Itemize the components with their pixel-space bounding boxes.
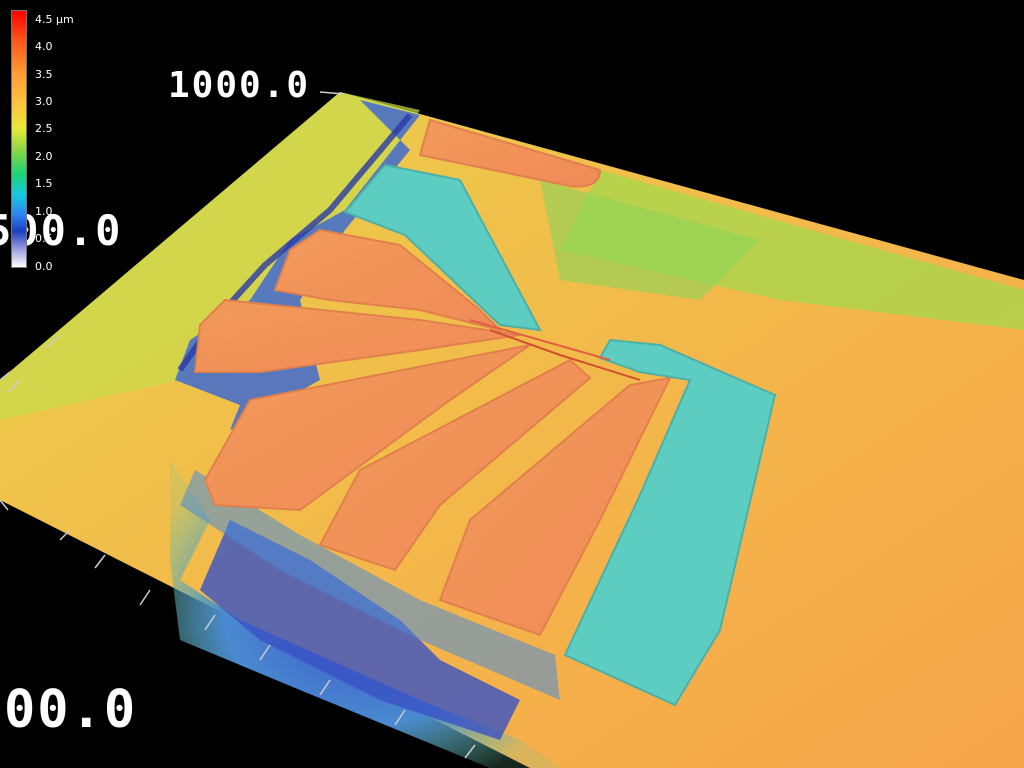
left-edge-zone [0, 92, 420, 420]
colorbar-tick: 1.5 [35, 177, 53, 190]
top-pad [418, 118, 602, 188]
trench-around-pads [180, 470, 560, 700]
colorbar-tick: 0.5 [35, 232, 53, 245]
axis-ticks [0, 91, 476, 759]
colorbar-tick: 2.5 [35, 122, 53, 135]
cyan-wedge [343, 163, 542, 332]
height-colorbar: 4.5 µm 4.0 3.5 3.0 2.5 2.0 1.5 1.0 0.5 0… [8, 10, 88, 272]
trace-1 [469, 319, 611, 361]
colorbar-tick: 3.0 [35, 95, 53, 108]
colorbar-tick: 0.0 [35, 260, 53, 273]
colorbar-tick: 1.0 [35, 205, 53, 218]
green-band [560, 170, 1024, 330]
finger-1 [273, 228, 504, 332]
green-band-2 [540, 180, 760, 300]
colorbar-tick: 4.5 µm [35, 13, 74, 26]
trace-2 [489, 329, 641, 381]
axis-label-top: 1000.0 [168, 65, 311, 106]
cyan-electrode [563, 338, 777, 707]
finger-2 [193, 298, 521, 373]
colorbar-gradient [11, 10, 27, 268]
trench-lower-core [200, 520, 520, 740]
colorbar-tick: 2.0 [35, 150, 53, 163]
colorbar-tick: 3.5 [35, 68, 53, 81]
finger-4 [318, 358, 592, 572]
colorbar-tick: 4.0 [35, 40, 53, 53]
finger-5 [438, 376, 672, 637]
axis-label-bottom: 00.0 [4, 680, 138, 740]
trench-lower [170, 460, 560, 768]
